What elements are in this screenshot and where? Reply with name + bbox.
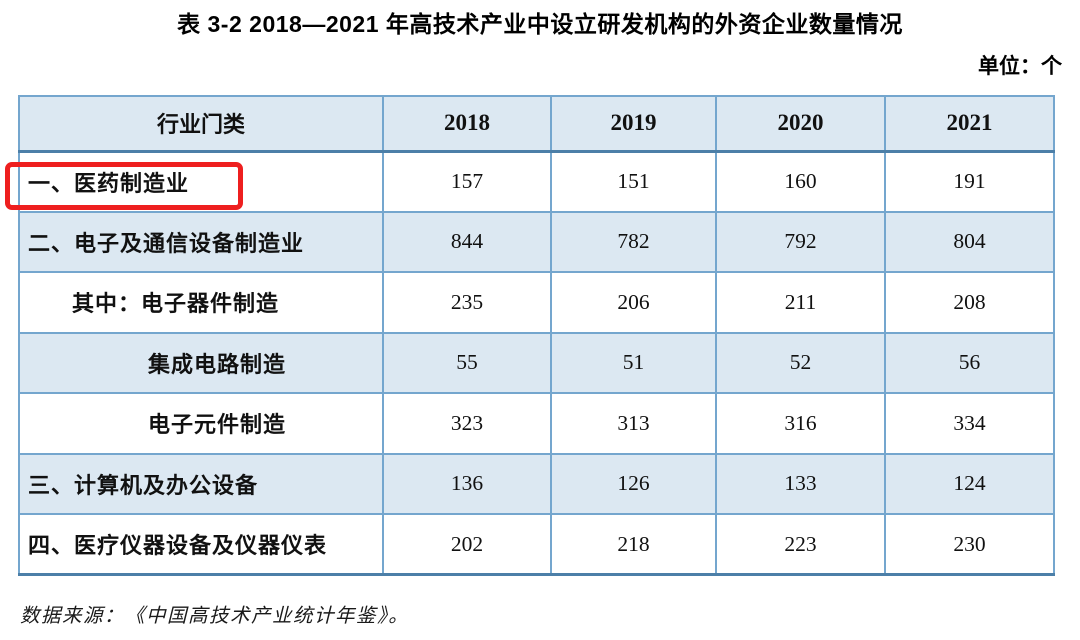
header-cell-2020: 2020 — [715, 95, 886, 153]
value-cell: 334 — [884, 392, 1055, 455]
header-cell-2021: 2021 — [884, 95, 1055, 153]
value-cell: 160 — [715, 150, 886, 213]
unit-label: 单位：个 — [978, 55, 1062, 78]
table-row-electronics-comm: 二、电子及通信设备制造业 844 782 792 804 — [18, 210, 1055, 273]
value-cell: 313 — [550, 392, 717, 455]
value-cell: 782 — [550, 210, 717, 273]
header-cell-industry: 行业门类 — [18, 95, 384, 153]
row-label: 电子元件制造 — [18, 392, 384, 455]
table-row-computers-office: 三、计算机及办公设备 136 126 133 124 — [18, 452, 1055, 515]
value-cell: 133 — [715, 452, 886, 515]
value-cell: 56 — [884, 331, 1055, 394]
value-cell: 55 — [382, 331, 552, 394]
page-title: 表 3-2 2018—2021 年高技术产业中设立研发机构的外资企业数量情况 — [177, 11, 903, 37]
value-cell: 151 — [550, 150, 717, 213]
table-row-electronic-devices: 其中：电子器件制造 235 206 211 208 — [18, 271, 1055, 334]
value-cell: 804 — [884, 210, 1055, 273]
value-cell: 316 — [715, 392, 886, 455]
value-cell: 206 — [550, 271, 717, 334]
value-cell: 223 — [715, 513, 886, 576]
header-cell-2018: 2018 — [382, 95, 552, 153]
table-row-electronic-components: 电子元件制造 323 313 316 334 — [18, 392, 1055, 455]
value-cell: 52 — [715, 331, 886, 394]
header-cell-2019: 2019 — [550, 95, 717, 153]
row-label: 集成电路制造 — [18, 331, 384, 394]
value-cell: 126 — [550, 452, 717, 515]
value-cell: 208 — [884, 271, 1055, 334]
table-row-medical-instruments: 四、医疗仪器设备及仪器仪表 202 218 223 230 — [18, 513, 1055, 576]
value-cell: 230 — [884, 513, 1055, 576]
row-label: 二、电子及通信设备制造业 — [18, 210, 384, 273]
value-cell: 191 — [884, 150, 1055, 213]
value-cell: 218 — [550, 513, 717, 576]
value-cell: 844 — [382, 210, 552, 273]
row-label: 一、医药制造业 — [18, 150, 384, 213]
table-row-pharma: 一、医药制造业 157 151 160 191 — [18, 150, 1055, 213]
source-note: 数据来源：《中国高技术产业统计年鉴》。 — [20, 606, 410, 627]
value-cell: 51 — [550, 331, 717, 394]
row-label: 三、计算机及办公设备 — [18, 452, 384, 515]
row-label: 其中：电子器件制造 — [18, 271, 384, 334]
value-cell: 136 — [382, 452, 552, 515]
header-row: 行业门类 2018 2019 2020 2021 — [18, 95, 1055, 153]
statistics-table: 行业门类 2018 2019 2020 2021 一、医药制造业 157 151… — [18, 95, 1055, 576]
value-cell: 202 — [382, 513, 552, 576]
value-cell: 792 — [715, 210, 886, 273]
statistics-table-container: 行业门类 2018 2019 2020 2021 一、医药制造业 157 151… — [18, 95, 1055, 576]
table-row-integrated-circuits: 集成电路制造 55 51 52 56 — [18, 331, 1055, 394]
value-cell: 211 — [715, 271, 886, 334]
row-label: 四、医疗仪器设备及仪器仪表 — [18, 513, 384, 576]
value-cell: 235 — [382, 271, 552, 334]
value-cell: 124 — [884, 452, 1055, 515]
value-cell: 323 — [382, 392, 552, 455]
value-cell: 157 — [382, 150, 552, 213]
